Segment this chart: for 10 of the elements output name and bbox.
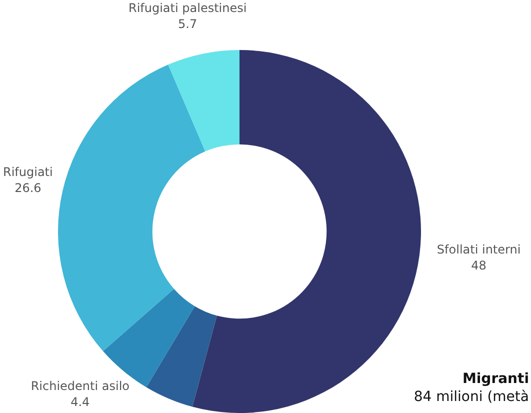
data-label: 48: [471, 258, 486, 272]
text: Migranti: [461, 370, 529, 388]
slice-label: Rifugiati palestinesi: [128, 1, 247, 16]
data-label: 4.4: [70, 395, 90, 410]
data-label: 26.6: [14, 181, 42, 195]
slice-label: Rifugiati: [2, 165, 53, 179]
slice-label: Sfollati interni: [436, 242, 521, 256]
slice-label: Richiedenti asilo: [30, 379, 130, 394]
text: 84 milioni (metà: [414, 388, 529, 406]
data-label: 5.7: [178, 17, 198, 32]
